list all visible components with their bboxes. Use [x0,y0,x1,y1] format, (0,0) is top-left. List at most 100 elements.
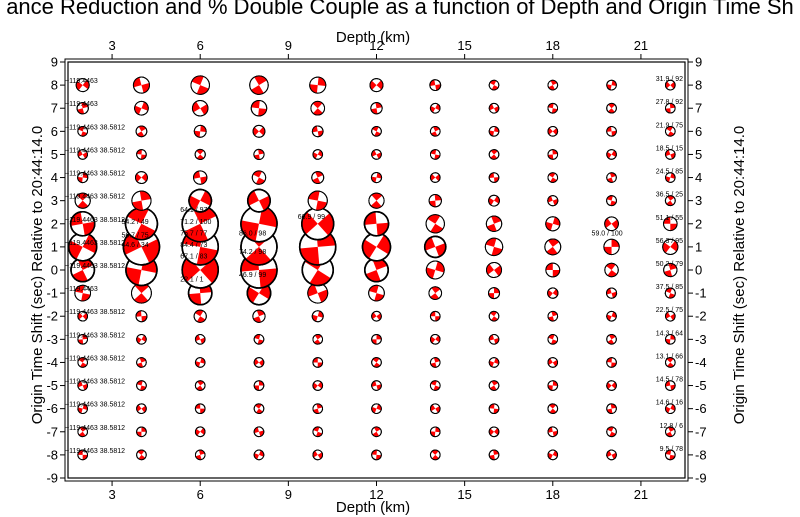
beachball-rim [664,287,676,299]
row-location-label: −119.4463 38.5812 [65,448,125,455]
beachball-compression [669,454,676,460]
focal-mechanism [250,99,268,117]
beachball-compression [547,154,554,160]
beachball-compression [610,403,617,409]
beachball-rim [485,261,503,279]
row-vr-dc-label: 14.3 / 64 [656,330,683,337]
y-tick-label: 9 [51,55,58,70]
focal-mechanism [423,235,447,259]
beachball-compression [251,100,260,109]
focal-mechanism [425,214,445,234]
beachball-compression [375,102,383,109]
y-tick-label: -8 [46,447,58,462]
beachball-rim [425,260,445,280]
beachball-compression [494,428,499,436]
beachball-rim [545,216,561,232]
beachball-rim [605,287,618,299]
focal-mechanism [194,449,206,461]
beachball-compression [434,154,441,160]
vr-dc-label: 54.2 / 49 [121,219,148,226]
beachball-rim [488,310,500,322]
y-tick-label-right: -3 [695,332,707,347]
beachball-compression [488,293,495,299]
beachball-compression [254,75,267,86]
beachball-compression [371,176,377,183]
focal-mechanism [663,216,678,232]
focal-mechanism [246,188,271,213]
focal-mechanism [606,79,617,91]
beachball-rim [429,125,441,137]
beachball-rim [252,309,266,323]
beachball-rim [77,449,89,461]
beachball-rim [312,426,324,438]
beachball-compression [552,149,558,155]
focal-mechanism [253,449,265,461]
row-vr-dc-label: 13.1 / 66 [656,353,683,360]
beachball-rim [547,102,559,114]
beachball-rim [664,333,676,345]
beachball-rim [312,357,324,368]
beachball-compression [125,267,142,286]
beachball-compression [372,357,380,363]
beachball-rim [311,125,324,138]
vr-dc-label: 84.4 / 73 [180,242,207,249]
x-tick-label-top: 3 [108,38,115,53]
beachball-rim [606,310,617,322]
x-tick-label-top: 9 [285,38,292,53]
focal-mechanism [253,403,265,415]
beachball-compression [70,211,83,226]
y-tick-label-right: 1 [695,239,702,254]
beachball-compression [547,289,553,298]
beachball-compression [123,230,142,255]
chart-title: ance Reduction and % Double Couple as a … [6,0,794,19]
focal-mechanism [193,170,208,185]
beachball-compression [247,286,259,303]
beachball-rim [77,149,89,160]
focal-mechanism [371,449,382,461]
y-tick-label-right: 8 [695,78,702,93]
focal-mechanism [606,449,617,461]
beachball-compression [670,334,676,340]
focal-mechanism [547,102,559,114]
beachball-rim [429,333,441,345]
beachball-compression [430,293,440,300]
beachball-compression [138,454,146,460]
focal-mechanism [135,125,148,138]
beachball-compression [606,263,616,270]
beachball-compression [314,334,322,340]
beachball-compression [669,103,676,109]
beachball-rim [253,403,265,415]
beachball-compression [317,77,326,86]
beachball-rim [368,284,385,302]
focal-mechanism [194,357,206,368]
beachball-rim [194,148,206,161]
beachball-compression [490,311,497,317]
beachball-rim [371,449,382,461]
beachball-rim [194,333,206,345]
beachball-compression [182,256,201,283]
beachball-rim [194,357,206,368]
focal-mechanism [77,149,89,160]
focal-mechanism [191,99,209,117]
beachball-rim [488,125,500,137]
beachball-compression [435,316,441,322]
focal-mechanism [488,310,500,322]
beachball-compression [251,85,264,95]
focal-mechanism [77,171,89,184]
beachball-rim [136,426,147,438]
focal-mechanism [606,380,617,391]
beachball-compression [136,404,142,412]
focal-mechanism [77,380,89,391]
beachball-rim [429,79,442,92]
beachball-compression [666,200,674,206]
y-tick-label: -4 [46,355,58,370]
row-vr-dc-label: 24.5 / 85 [656,169,683,176]
beachball-rim [134,171,148,185]
beachball-compression [141,405,147,413]
beachball-compression [431,450,439,455]
focal-mechanism [194,403,206,415]
vr-dc-label: 66.9 / 99 [298,214,325,221]
focal-mechanism [488,449,500,461]
beachball-rim [311,171,325,185]
focal-mechanism [369,78,384,93]
